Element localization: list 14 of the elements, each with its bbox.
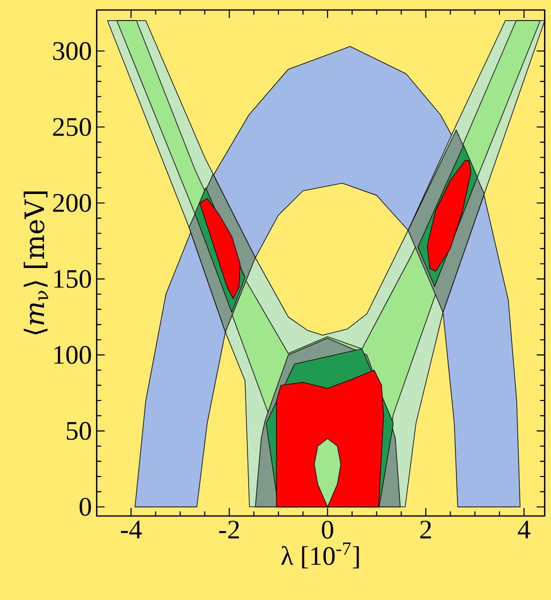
x-axis-title: λ [10$^{-7}$] [281, 542, 359, 568]
x-tick-label: 2 [420, 520, 431, 538]
y-tick-label: 200 [53, 194, 91, 212]
x-tick-label: 0 [322, 520, 334, 539]
y-tick-label: 50 [66, 422, 91, 440]
y-tick-label: 100 [54, 346, 91, 364]
x-tick-label: -4 [120, 520, 142, 538]
x-tick-label: 4 [518, 520, 530, 538]
y-tick-label: 150 [54, 270, 91, 288]
y-tick-label: 300 [53, 42, 91, 60]
y-tick-label: 0 [80, 498, 91, 516]
y-axis-title: ⟨m$_{ν}$⟩ [meV] [24, 191, 48, 334]
x-tick-label: -2 [219, 520, 239, 538]
y-tick-label: 250 [53, 118, 91, 136]
